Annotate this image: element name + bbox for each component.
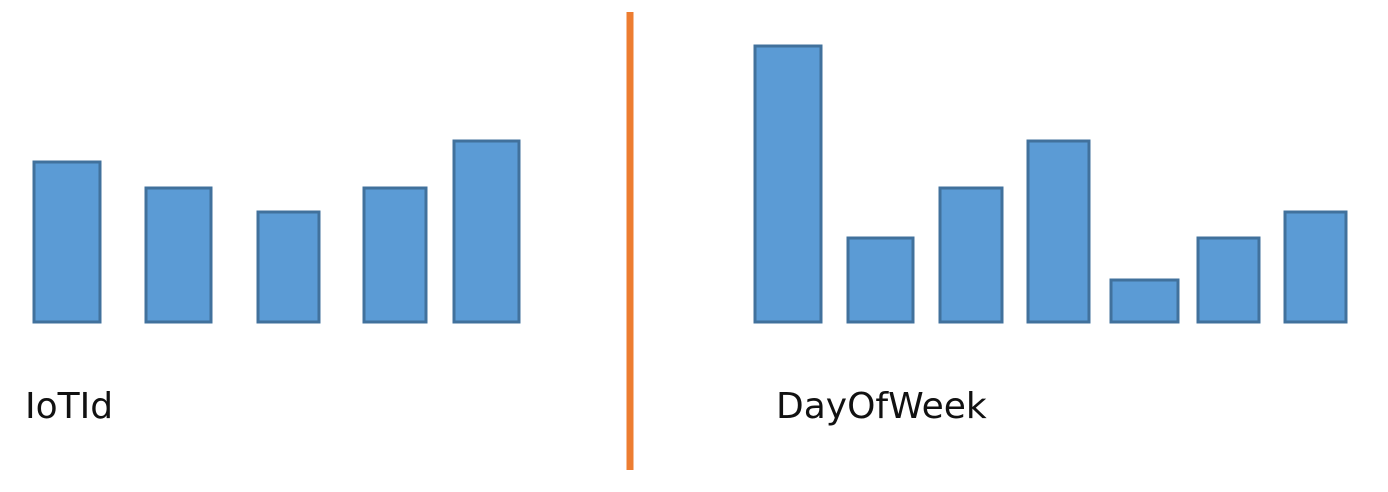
bar-iotid-4 [362, 186, 428, 324]
bar-iotid-3 [256, 210, 321, 324]
chart-dayofweek [753, 44, 1348, 324]
bar-dayofweek-5 [1109, 278, 1180, 324]
bar-iotid-1 [32, 160, 102, 324]
bar-dayofweek-7 [1283, 210, 1348, 324]
bar-iotid-2 [144, 186, 213, 324]
chart-label-iotid: IoTId [25, 386, 113, 427]
chart-iotid [32, 139, 521, 324]
bar-dayofweek-4 [1026, 139, 1091, 324]
bar-iotid-5 [452, 139, 521, 324]
bar-dayofweek-3 [938, 186, 1004, 324]
bar-dayofweek-6 [1196, 236, 1261, 324]
bar-dayofweek-2 [846, 236, 915, 324]
chart-label-dayofweek: DayOfWeek [776, 386, 987, 427]
bar-dayofweek-1 [753, 44, 823, 324]
